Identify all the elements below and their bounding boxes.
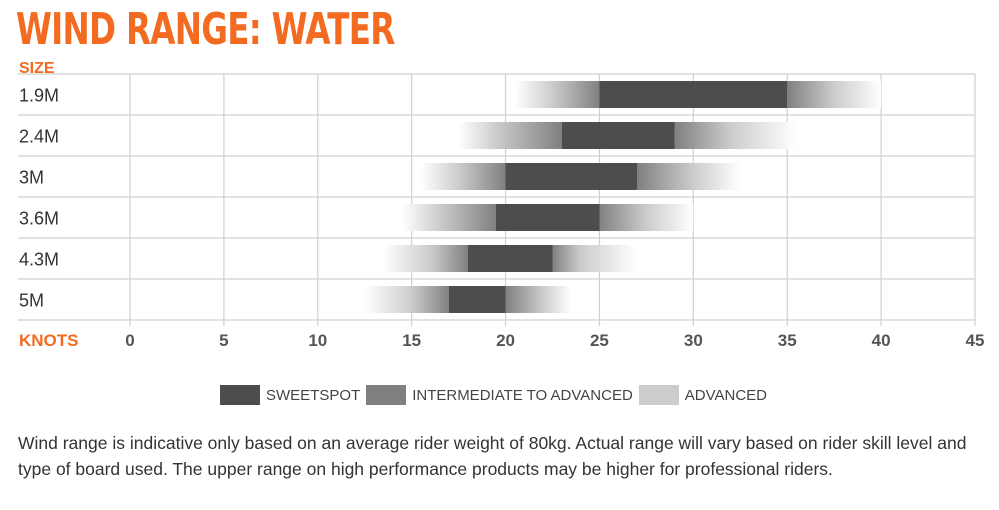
size-label: 5M — [19, 291, 44, 311]
x-tick-label: 45 — [966, 331, 985, 350]
range-bar-3-6m — [402, 204, 694, 231]
chart-title: WIND RANGE: WATER — [16, 4, 395, 55]
x-tick-label: 10 — [308, 331, 327, 350]
legend-label-sweetspot: SWEETSPOT — [266, 386, 361, 404]
x-tick-label: 35 — [778, 331, 797, 350]
legend-swatch-advanced — [638, 385, 679, 405]
range-bar-3m — [421, 163, 741, 190]
x-tick-label: 25 — [590, 331, 609, 350]
size-label: 1.9M — [19, 86, 59, 106]
size-label: 4.3M — [19, 250, 59, 270]
range-bar-2-4m — [458, 122, 797, 149]
x-tick-label: 0 — [125, 331, 134, 350]
legend-item-advanced: ADVANCED — [638, 385, 768, 405]
range-bar-5m — [364, 286, 572, 313]
disclaimer-text: Wind range is indicative only based on a… — [18, 433, 967, 479]
size-label: 3.6M — [19, 209, 59, 229]
x-tick-label: 5 — [219, 331, 228, 350]
grid — [18, 73, 976, 326]
legend-item-intermediate: INTERMEDIATE TO ADVANCED — [366, 385, 633, 405]
x-tick-label: 30 — [684, 331, 703, 350]
range-bar-1-9m — [514, 81, 882, 108]
legend-swatch-intermediate — [366, 385, 407, 405]
wind-range-chart: 1.9M 2.4M 3M 3.6M 4.3M 5M SIZE KNOTS 0 5 10 15 20 25 3… — [18, 60, 984, 350]
legend-label-advanced: ADVANCED — [684, 386, 768, 404]
size-label: 3M — [19, 168, 44, 188]
legend-label-intermediate: INTERMEDIATE TO ADVANCED — [412, 386, 633, 404]
x-tick-label: 15 — [402, 331, 421, 350]
y-axis-label: SIZE — [19, 60, 55, 77]
axis-labels: 1.9M 2.4M 3M 3.6M 4.3M 5M SIZE KNOTS 0 5 10 15 20 25 3… — [19, 60, 984, 350]
x-tick-label: 40 — [872, 331, 891, 350]
range-bars — [364, 81, 882, 313]
range-bar-4-3m — [383, 245, 637, 272]
legend: SWEETSPOT INTERMEDIATE TO ADVANCED ADVAN… — [220, 384, 773, 406]
x-tick-label: 20 — [496, 331, 515, 350]
size-label: 2.4M — [19, 127, 59, 147]
legend-swatch-sweetspot — [220, 385, 260, 405]
legend-item-sweetspot: SWEETSPOT — [220, 385, 360, 405]
x-axis-label: KNOTS — [19, 331, 79, 350]
